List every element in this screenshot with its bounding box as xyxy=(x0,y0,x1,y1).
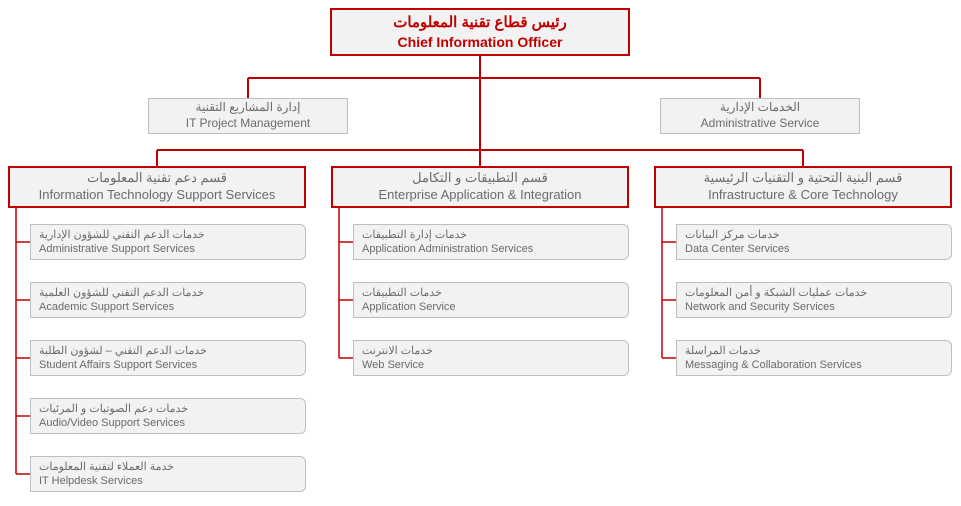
dept-it-support-ar: قسم دعم تقنية المعلومات xyxy=(87,170,227,187)
staff-it-pm-ar: إدارة المشاريع التقنية xyxy=(196,100,301,116)
sub-it-support-3-en: Audio/Video Support Services xyxy=(39,416,185,430)
sub-infrastructure-0-ar: خدمات مركز البيانات xyxy=(685,228,780,242)
sub-infrastructure-0: خدمات مركز البياناتData Center Services xyxy=(676,224,952,260)
sub-it-support-1-en: Academic Support Services xyxy=(39,300,174,314)
sub-infrastructure-1-en: Network and Security Services xyxy=(685,300,835,314)
sub-enterprise-app-2-en: Web Service xyxy=(362,358,424,372)
staff-admin-svc: الخدمات الإداريةAdministrative Service xyxy=(660,98,860,134)
sub-infrastructure-2-en: Messaging & Collaboration Services xyxy=(685,358,862,372)
sub-it-support-1-ar: خدمات الدعم التقني للشؤون العلمية xyxy=(39,286,204,300)
cio-box-en: Chief Information Officer xyxy=(398,33,563,51)
dept-infrastructure: قسم البنية التحتية و التقنيات الرئيسيةIn… xyxy=(654,166,952,208)
sub-it-support-2-en: Student Affairs Support Services xyxy=(39,358,197,372)
sub-enterprise-app-1: خدمات التطبيقاتApplication Service xyxy=(353,282,629,318)
sub-it-support-2-ar: خدمات الدعم التقني – لشؤون الطلبة xyxy=(39,344,207,358)
sub-infrastructure-2-ar: خدمات المراسلة xyxy=(685,344,761,358)
sub-infrastructure-1: خدمات عمليات الشبكة و أمن المعلوماتNetwo… xyxy=(676,282,952,318)
dept-infrastructure-ar: قسم البنية التحتية و التقنيات الرئيسية xyxy=(704,170,903,187)
sub-enterprise-app-1-en: Application Service xyxy=(362,300,456,314)
sub-enterprise-app-0: خدمات إدارة التطبيقاتApplication Adminis… xyxy=(353,224,629,260)
sub-it-support-4: خدمة العملاء لتقنية المعلوماتIT Helpdesk… xyxy=(30,456,306,492)
dept-enterprise-app-en: Enterprise Application & Integration xyxy=(378,187,581,204)
sub-it-support-0: خدمات الدعم التقني للشؤون الإداريةAdmini… xyxy=(30,224,306,260)
sub-infrastructure-1-ar: خدمات عمليات الشبكة و أمن المعلومات xyxy=(685,286,867,300)
sub-enterprise-app-2: خدمات الانترنتWeb Service xyxy=(353,340,629,376)
cio-box-ar: رئيس قطاع تقنية المعلومات xyxy=(393,13,567,33)
cio-box: رئيس قطاع تقنية المعلوماتChief Informati… xyxy=(330,8,630,56)
staff-it-pm: إدارة المشاريع التقنيةIT Project Managem… xyxy=(148,98,348,134)
sub-it-support-0-en: Administrative Support Services xyxy=(39,242,195,256)
dept-enterprise-app-ar: قسم التطبيقات و التكامل xyxy=(412,170,548,187)
sub-enterprise-app-0-en: Application Administration Services xyxy=(362,242,533,256)
dept-infrastructure-en: Infrastructure & Core Technology xyxy=(708,187,898,204)
sub-it-support-4-en: IT Helpdesk Services xyxy=(39,474,143,488)
staff-it-pm-en: IT Project Management xyxy=(186,116,311,132)
sub-infrastructure-0-en: Data Center Services xyxy=(685,242,790,256)
sub-it-support-0-ar: خدمات الدعم التقني للشؤون الإدارية xyxy=(39,228,205,242)
sub-it-support-4-ar: خدمة العملاء لتقنية المعلومات xyxy=(39,460,174,474)
staff-admin-svc-en: Administrative Service xyxy=(701,116,820,132)
sub-enterprise-app-2-ar: خدمات الانترنت xyxy=(362,344,433,358)
sub-it-support-2: خدمات الدعم التقني – لشؤون الطلبةStudent… xyxy=(30,340,306,376)
staff-admin-svc-ar: الخدمات الإدارية xyxy=(720,100,800,116)
sub-enterprise-app-0-ar: خدمات إدارة التطبيقات xyxy=(362,228,467,242)
dept-it-support: قسم دعم تقنية المعلوماتInformation Techn… xyxy=(8,166,306,208)
dept-it-support-en: Information Technology Support Services xyxy=(39,187,276,204)
sub-enterprise-app-1-ar: خدمات التطبيقات xyxy=(362,286,442,300)
sub-it-support-3-ar: خدمات دعم الصوتيات و المرئيات xyxy=(39,402,188,416)
sub-it-support-1: خدمات الدعم التقني للشؤون العلميةAcademi… xyxy=(30,282,306,318)
dept-enterprise-app: قسم التطبيقات و التكاملEnterprise Applic… xyxy=(331,166,629,208)
sub-infrastructure-2: خدمات المراسلةMessaging & Collaboration … xyxy=(676,340,952,376)
sub-it-support-3: خدمات دعم الصوتيات و المرئياتAudio/Video… xyxy=(30,398,306,434)
